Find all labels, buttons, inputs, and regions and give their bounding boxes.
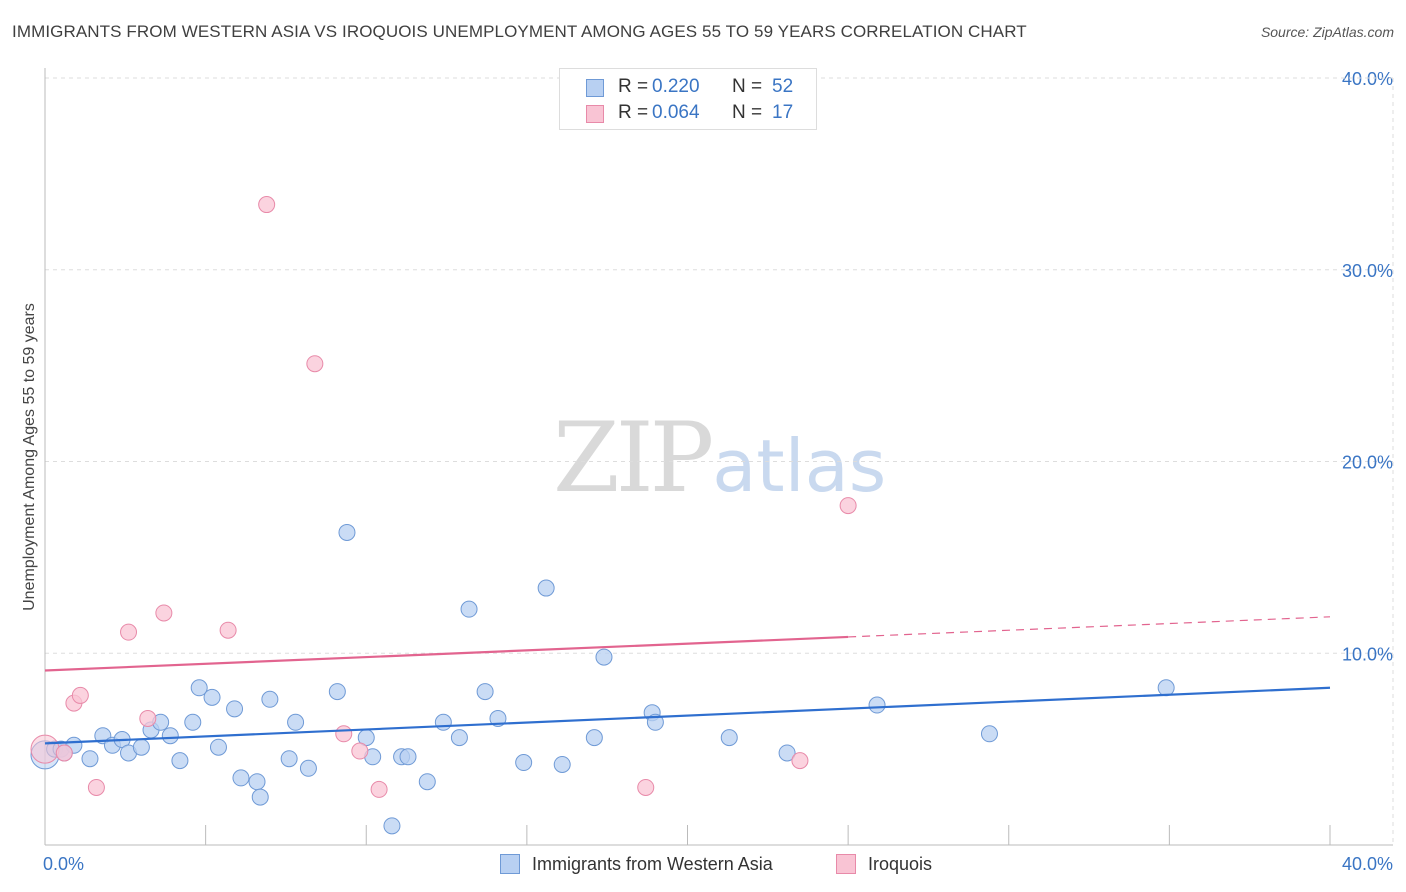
data-point-immigrants xyxy=(460,600,478,618)
data-point-immigrants xyxy=(251,788,269,806)
data-point-immigrants xyxy=(328,683,346,701)
trend-line-immigrants xyxy=(44,686,1331,745)
data-point-immigrants xyxy=(537,579,555,597)
data-point-immigrants xyxy=(203,688,221,706)
data-point-iroquois xyxy=(139,709,157,727)
data-point-immigrants xyxy=(778,744,796,762)
data-point-immigrants xyxy=(287,713,305,731)
legend-swatch-blue xyxy=(586,79,604,97)
watermark-zip: ZIP xyxy=(553,402,714,514)
n-value: 17 xyxy=(772,102,794,123)
data-point-immigrants xyxy=(646,713,664,731)
data-point-immigrants xyxy=(338,523,356,541)
data-point-immigrants xyxy=(132,738,150,756)
legend-swatch-pink xyxy=(586,105,604,123)
legend-label: Immigrants from Western Asia xyxy=(532,854,773,874)
trend-line-iroquois-dashed xyxy=(848,616,1331,638)
x-tick-label: 40.0% xyxy=(1342,854,1393,874)
data-point-iroquois xyxy=(791,752,809,770)
data-point-immigrants xyxy=(171,752,189,770)
y-axis-label: Unemployment Among Ages 55 to 59 years xyxy=(21,303,38,611)
n-label: N = xyxy=(732,102,763,123)
x-tick-label: 0.0% xyxy=(43,854,84,874)
data-point-iroquois xyxy=(258,196,276,214)
data-point-immigrants xyxy=(595,648,613,666)
data-point-immigrants xyxy=(81,750,99,768)
data-point-immigrants xyxy=(868,696,886,714)
y-tick-label: 30.0% xyxy=(1342,261,1393,281)
legend-swatch-pink xyxy=(836,854,856,874)
data-point-immigrants xyxy=(299,759,317,777)
data-point-iroquois xyxy=(637,778,655,796)
data-point-immigrants xyxy=(399,748,417,766)
chart-title: IMMIGRANTS FROM WESTERN ASIA VS IROQUOIS… xyxy=(12,22,1027,41)
data-point-iroquois xyxy=(335,725,353,743)
legend-label: Iroquois xyxy=(868,854,933,874)
data-point-immigrants xyxy=(209,738,227,756)
trend-line-iroquois xyxy=(44,635,849,672)
data-point-iroquois xyxy=(370,780,388,798)
data-point-iroquois xyxy=(839,497,857,515)
data-point-immigrants xyxy=(248,773,266,791)
data-point-immigrants xyxy=(515,754,533,772)
data-point-iroquois xyxy=(155,604,173,622)
data-point-iroquois xyxy=(306,355,324,373)
legend-swatch-blue xyxy=(500,854,520,874)
data-point-immigrants xyxy=(553,755,571,773)
data-point-iroquois xyxy=(87,778,105,796)
r-label: R = xyxy=(618,76,649,97)
zipatlas-watermark: ZIPatlas xyxy=(553,402,886,514)
watermark-atlas: atlas xyxy=(712,424,887,508)
data-point-immigrants xyxy=(418,773,436,791)
data-point-immigrants xyxy=(720,729,738,747)
data-point-immigrants xyxy=(190,679,208,697)
data-point-iroquois xyxy=(120,623,138,641)
data-point-immigrants xyxy=(161,727,179,745)
data-point-immigrants xyxy=(489,709,507,727)
r-value: 0.220 xyxy=(652,76,700,97)
n-value: 52 xyxy=(772,76,794,97)
r-value: 0.064 xyxy=(652,102,700,123)
correlation-legend: R = 0.220 N = 52 R = 0.064 N = 17 xyxy=(559,68,817,130)
data-point-iroquois xyxy=(55,744,73,762)
n-label: N = xyxy=(732,76,763,97)
r-label: R = xyxy=(618,102,649,123)
data-point-immigrants xyxy=(383,817,401,835)
data-point-immigrants xyxy=(434,713,452,731)
source-credit: Source: ZipAtlas.com xyxy=(1260,24,1394,40)
data-point-iroquois xyxy=(30,734,60,764)
data-point-immigrants xyxy=(280,750,298,768)
data-point-immigrants xyxy=(476,683,494,701)
data-point-immigrants xyxy=(1157,679,1175,697)
data-point-iroquois xyxy=(71,686,89,704)
data-point-immigrants xyxy=(184,713,202,731)
data-point-immigrants xyxy=(261,690,279,708)
y-tick-label: 20.0% xyxy=(1342,453,1393,473)
data-point-immigrants xyxy=(450,729,468,747)
data-point-iroquois xyxy=(219,621,237,639)
data-point-immigrants xyxy=(232,769,250,787)
y-tick-label: 40.0% xyxy=(1342,69,1393,89)
y-tick-label: 10.0% xyxy=(1342,644,1393,664)
data-point-immigrants xyxy=(980,725,998,743)
data-point-immigrants xyxy=(226,700,244,718)
data-point-immigrants xyxy=(585,729,603,747)
data-point-iroquois xyxy=(351,742,369,760)
